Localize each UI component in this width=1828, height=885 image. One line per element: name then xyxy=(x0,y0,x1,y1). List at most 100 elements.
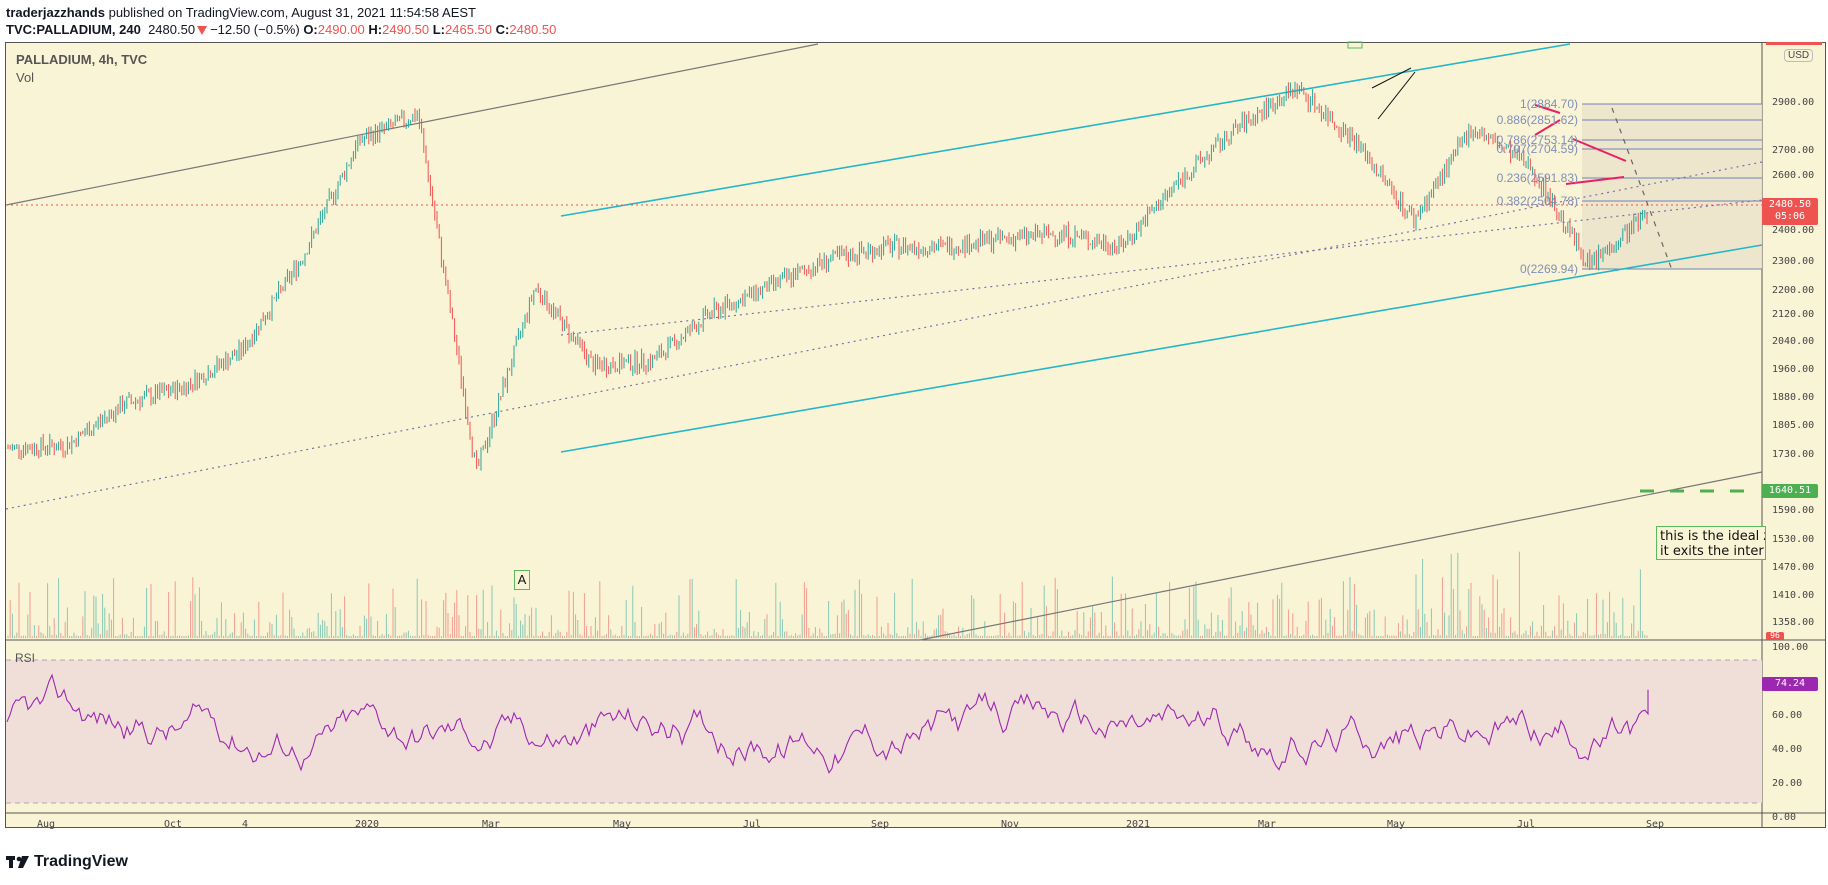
price-tick: 1730.00 xyxy=(1772,449,1814,460)
wedge-top-line[interactable] xyxy=(1371,67,1412,89)
price-tick: 1358.00 xyxy=(1772,617,1814,628)
time-tick: Oct xyxy=(164,819,182,830)
price-candles xyxy=(7,81,1648,471)
rsi-value-tag: 74.24 xyxy=(1762,677,1818,691)
last-price-value: 2480.50 xyxy=(1768,199,1812,210)
tradingview-logo[interactable]: TradingView xyxy=(6,853,128,871)
projection-dashed-line[interactable] xyxy=(1611,107,1673,271)
symbol: TVC:PALLADIUM, 240 xyxy=(6,22,141,37)
price-tick: 1805.00 xyxy=(1772,420,1814,431)
time-tick: Sep xyxy=(1646,819,1664,830)
price-change: −12.50 (−0.5%) xyxy=(210,22,300,37)
last-price-tag: 2480.50 05:06 xyxy=(1762,198,1818,225)
price-tick: 2700.00 xyxy=(1772,145,1814,156)
fib-labels: 1(2884.70)0.886(2851.62)0.786(2753.14)0.… xyxy=(1497,97,1578,276)
author-name[interactable]: traderjazzhands xyxy=(6,5,105,20)
close-label: C: xyxy=(495,22,510,37)
low-label: L: xyxy=(432,22,446,37)
time-tick: 2021 xyxy=(1126,819,1150,830)
open-value: 2490.00 xyxy=(317,22,365,37)
time-tick: Mar xyxy=(482,819,500,830)
time-tick: May xyxy=(613,819,631,830)
price-axis-top-marker xyxy=(1766,42,1822,45)
volume-bars xyxy=(7,551,1648,638)
rsi-tick: 0.00 xyxy=(1772,812,1796,823)
time-tick: Jul xyxy=(743,819,761,830)
price-tick: 1960.00 xyxy=(1772,364,1814,375)
fib-retracement-box[interactable] xyxy=(1582,104,1762,269)
rsi-legend[interactable]: RSI xyxy=(15,651,36,665)
volume-tag: 96 xyxy=(1766,632,1784,640)
fib-level-label: 0.786(2753.14) xyxy=(1497,133,1578,147)
publish-line: traderjazzhands published on TradingView… xyxy=(6,4,556,21)
price-tick: 1410.00 xyxy=(1772,590,1814,601)
time-axis-ticks[interactable]: Aug Oct 4 2020 Mar May Jul Sep Nov 2021 Mar May Jul S… xyxy=(37,819,1664,830)
lower-trendline[interactable] xyxy=(919,471,1763,641)
annotation-note[interactable]: this is the ideal z it exits the inter xyxy=(1656,526,1766,560)
pattern-line[interactable] xyxy=(1534,119,1561,136)
time-tick: May xyxy=(1387,819,1405,830)
close-value: 2480.50 xyxy=(509,22,557,37)
fib-level-label: 0.382(2504.78) xyxy=(1497,194,1578,208)
inner-dotted-line[interactable] xyxy=(560,199,1763,336)
fib-level-label: 1(2884.70) xyxy=(1520,97,1578,111)
published-text: published on TradingView.com, August 31,… xyxy=(104,5,476,20)
alert-price-tag: 1640.51 xyxy=(1762,484,1818,498)
median-dotted-line[interactable] xyxy=(5,161,1763,510)
wedge-bottom-line[interactable] xyxy=(1377,71,1416,120)
pattern-line[interactable] xyxy=(1572,138,1627,162)
price-tick: 1470.00 xyxy=(1772,562,1814,573)
low-value: 2465.50 xyxy=(445,22,493,37)
chart-legend: PALLADIUM, 4h, TVC Vol xyxy=(16,51,147,87)
rsi-line xyxy=(6,673,1649,774)
time-tick: Nov xyxy=(1001,819,1019,830)
rsi-band xyxy=(6,660,1762,803)
price-tick: 1880.00 xyxy=(1772,392,1814,403)
channel-upper-line[interactable] xyxy=(560,43,1571,217)
publish-header: traderjazzhands published on TradingView… xyxy=(6,4,556,38)
bar-countdown: 05:06 xyxy=(1774,211,1806,222)
rsi-tick: 100.00 xyxy=(1772,642,1808,653)
currency-badge[interactable]: USD xyxy=(1784,49,1814,62)
pattern-line[interactable] xyxy=(1565,176,1625,185)
down-arrow-icon xyxy=(197,26,208,35)
price-tick: 2900.00 xyxy=(1772,97,1814,108)
price-tick: 2200.00 xyxy=(1772,285,1814,296)
price-tick: 2600.00 xyxy=(1772,170,1814,181)
last-price: 2480.50 xyxy=(148,22,196,37)
fib-level-label: 0.886(2851.62) xyxy=(1497,113,1578,127)
tradingview-logo-icon xyxy=(6,856,29,868)
time-tick: 2020 xyxy=(355,819,379,830)
rsi-tick: 40.00 xyxy=(1772,744,1802,755)
rsi-tick: 20.00 xyxy=(1772,778,1802,789)
price-axis-ticks[interactable]: 2900.00 2700.00 2600.00 2400.00 2300.00 2200.… xyxy=(1772,97,1814,628)
fib-level-label: 0(2269.94) xyxy=(1520,262,1578,276)
price-tick: 2400.00 xyxy=(1772,225,1814,236)
legend-volume[interactable]: Vol xyxy=(16,70,35,85)
time-tick: Jul xyxy=(1517,819,1535,830)
price-tick: 1590.00 xyxy=(1772,505,1814,516)
note-line-1: this is the ideal z xyxy=(1660,529,1766,544)
pattern-line[interactable] xyxy=(1534,104,1561,114)
high-value: 2490.50 xyxy=(382,22,430,37)
price-tick: 2300.00 xyxy=(1772,256,1814,267)
time-tick: 4 xyxy=(242,819,248,830)
open-label: O: xyxy=(303,22,318,37)
upper-trendline[interactable] xyxy=(5,43,819,206)
high-label: H: xyxy=(368,22,383,37)
top-marker-box[interactable] xyxy=(1347,41,1363,49)
fib-level-label: 0.707(2704.59) xyxy=(1497,142,1578,156)
time-tick: Sep xyxy=(871,819,889,830)
legend-title[interactable]: PALLADIUM, 4h, TVC xyxy=(16,52,148,67)
fib-level-label: 0.236(2591.83) xyxy=(1497,171,1578,185)
rsi-tick: 60.00 xyxy=(1772,710,1802,721)
brand-name: TradingView xyxy=(34,853,128,870)
wave-label-a[interactable]: A xyxy=(514,570,530,590)
quote-line: TVC:PALLADIUM, 240 2480.50 −12.50 (−0.5%)… xyxy=(6,21,556,38)
price-tick: 1530.00 xyxy=(1772,534,1814,545)
time-tick: Aug xyxy=(37,819,55,830)
price-tick: 2040.00 xyxy=(1772,336,1814,347)
channel-lower-line[interactable] xyxy=(560,244,1763,453)
